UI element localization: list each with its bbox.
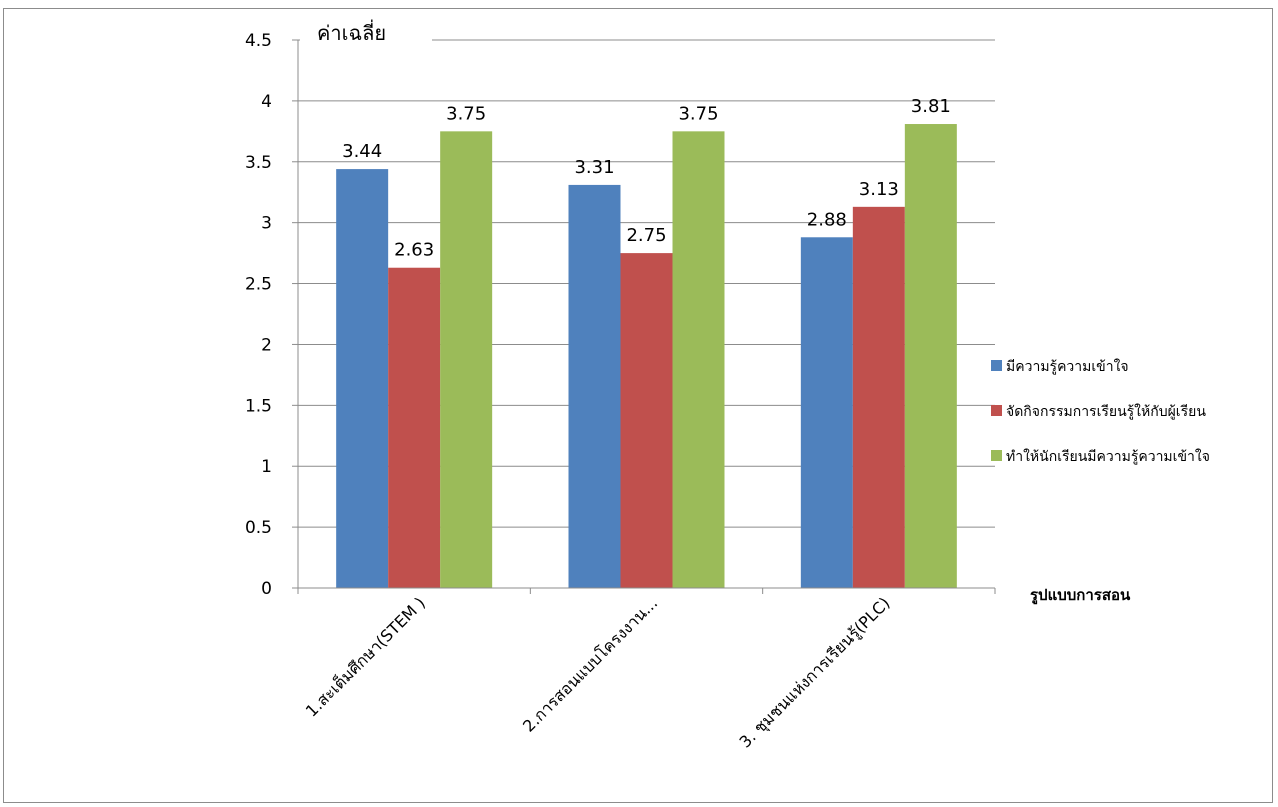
legend-swatch [991,450,1002,461]
x-category-label: 3. ชุมชนแห่งการเรียนรู้(PLC) [735,593,894,752]
bar [800,237,853,588]
y-tick-label: 3.5 [245,153,272,173]
bar [904,124,957,588]
y-tick-label: 0.5 [245,518,272,538]
bar [672,131,725,589]
y-tick-label: 1.5 [245,396,272,416]
y-axis-title: ค่าเฉลี่ย [317,19,386,45]
x-category-label: 2.การสอนแบบโครงงาน... [519,593,661,735]
data-labels: 3.44 2.63 3.75 3.31 2.75 3.75 2.88 3.13 3.81 [342,96,951,261]
y-tick-label: 0 [261,579,272,599]
y-tick-label: 4 [261,92,272,112]
y-axis-title-bg [300,20,432,54]
legend-swatch [991,405,1002,416]
data-label: 2.63 [394,240,434,261]
data-label: 3.75 [446,103,486,124]
bars [336,124,957,589]
bar [852,206,905,588]
y-tick-label: 2.5 [245,275,272,295]
y-tick-label: 2 [261,335,272,355]
y-tick-label: 1 [261,457,272,477]
bar [620,253,673,588]
data-label: 3.81 [911,96,951,117]
bar [336,169,389,588]
data-label: 3.44 [342,141,382,162]
legend-label: จัดกิจกรรมการเรียนรู้ให้กับผู้เรียน [1006,403,1206,420]
data-label: 2.75 [626,225,666,246]
x-category-label: 1.สะเต็มศึกษา(STEM ) [301,593,429,721]
legend-label: ทำให้นักเรียนมีความรู้ความเข้าใจ [1006,448,1210,465]
data-label: 2.88 [807,209,847,230]
data-label: 3.13 [859,179,899,200]
bar [568,184,621,588]
data-label: 3.75 [678,103,718,124]
bar [388,267,441,588]
y-tick-label: 3 [261,214,272,234]
y-tick-label: 4.5 [245,31,272,51]
bar [440,131,493,589]
legend: มีความรู้ความเข้าใจจัดกิจกรรมการเรียนรู้… [991,358,1210,465]
data-label: 3.31 [574,157,614,178]
legend-label: มีความรู้ความเข้าใจ [1006,358,1129,375]
legend-swatch [991,360,1002,371]
x-axis-title: รูปแบบการสอน [1030,586,1131,605]
